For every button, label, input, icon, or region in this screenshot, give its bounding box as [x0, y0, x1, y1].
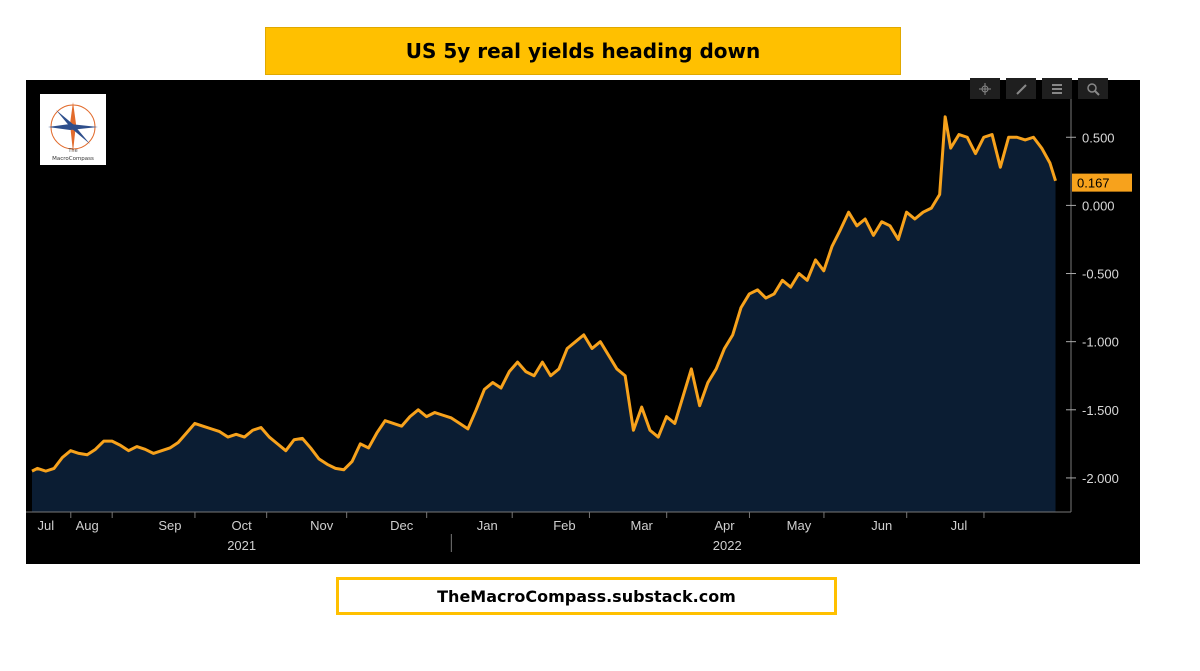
- x-tick-label: May: [787, 518, 812, 533]
- x-tick-label: Mar: [631, 518, 654, 533]
- chart-title-banner: US 5y real yields heading down: [265, 27, 901, 75]
- area-fill: [32, 116, 1056, 512]
- svg-text:MacroCompass: MacroCompass: [52, 156, 94, 162]
- year-label: 2022: [713, 538, 742, 553]
- chart-area: Jul Aug Sep Oct Nov Dec Jan Feb Mar Apr May Jun Jul 2…: [26, 90, 1132, 553]
- y-tick-label: -1.500: [1082, 403, 1119, 418]
- year-label: 2021: [227, 538, 256, 553]
- zoom-icon[interactable]: [1078, 78, 1108, 99]
- legend-icon[interactable]: [1042, 78, 1072, 99]
- y-tick-label: 0.000: [1082, 198, 1115, 213]
- x-tick-label: Aug: [76, 518, 99, 533]
- x-tick-label: Jul: [37, 518, 54, 533]
- x-tick-label: Jan: [477, 518, 498, 533]
- y-tick-label: -1.000: [1082, 335, 1119, 350]
- crosshair-icon[interactable]: [970, 78, 1000, 99]
- last-value-label: 0.167: [1077, 176, 1110, 191]
- last-value-badge: [1072, 173, 1132, 192]
- footer-link[interactable]: TheMacroCompass.substack.com: [437, 586, 736, 606]
- draw-icon[interactable]: [1006, 78, 1036, 99]
- macro-compass-logo: The MacroCompass: [40, 94, 106, 165]
- series-line: [31, 115, 1057, 473]
- x-tick-label: Sep: [158, 518, 181, 533]
- x-tick-label: Dec: [390, 518, 414, 533]
- x-tick-label: Oct: [232, 518, 253, 533]
- y-tick-label: 0.500: [1082, 130, 1115, 145]
- x-tick-label: Apr: [714, 518, 735, 533]
- chart-title: US 5y real yields heading down: [405, 39, 761, 63]
- y-tick-label: -2.000: [1082, 471, 1119, 486]
- svg-text:The: The: [67, 148, 77, 154]
- chart-panel: Jul Aug Sep Oct Nov Dec Jan Feb Mar Apr May Jun Jul 2…: [26, 80, 1140, 564]
- x-tick-label: Nov: [310, 518, 334, 533]
- y-tick-label: -0.500: [1082, 267, 1119, 282]
- x-tick-label: Jun: [871, 518, 892, 533]
- footer-banner: TheMacroCompass.substack.com: [336, 577, 837, 615]
- x-tick-label: Jul: [951, 518, 968, 533]
- x-tick-label: Feb: [553, 518, 575, 533]
